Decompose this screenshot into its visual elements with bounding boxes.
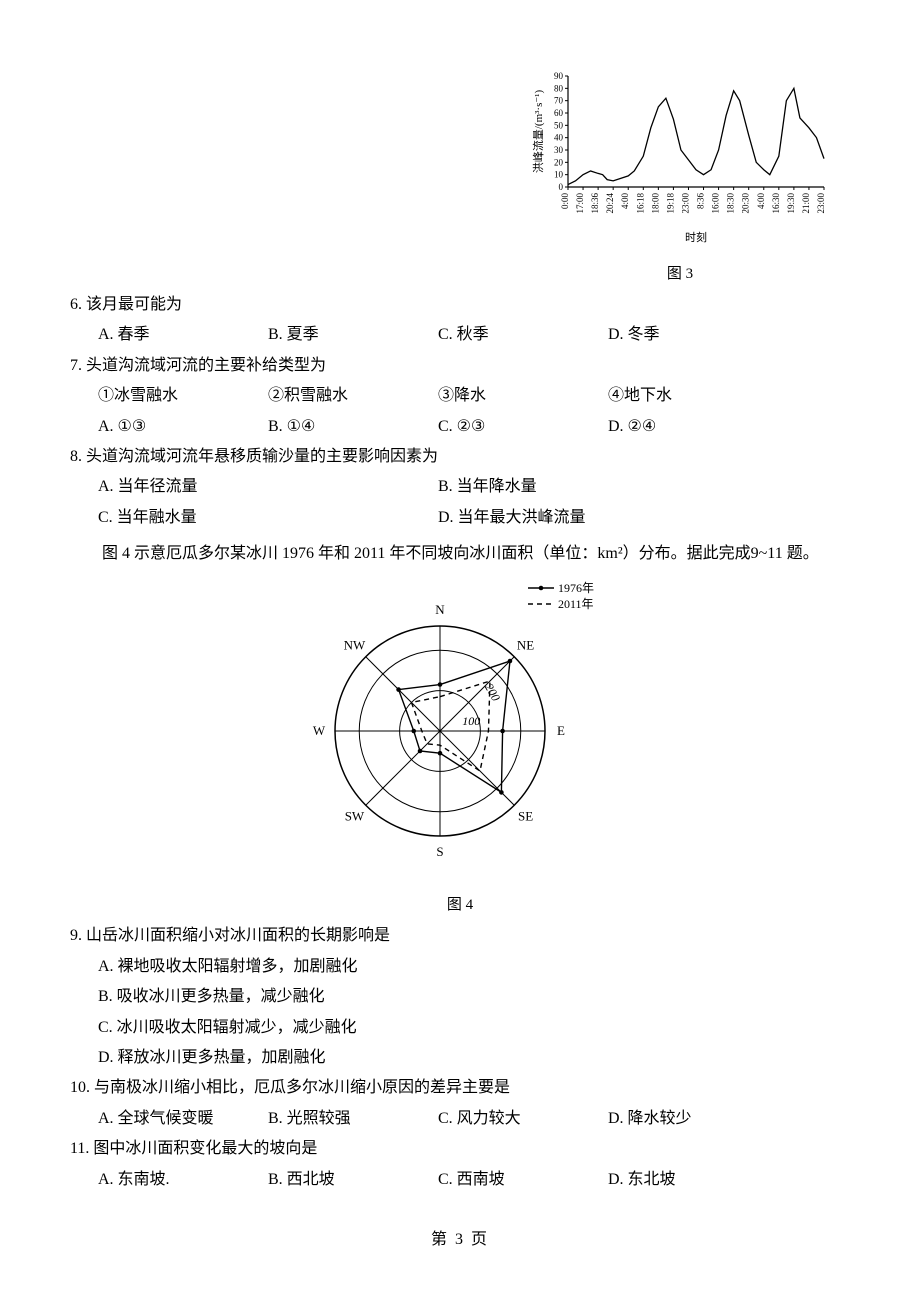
- svg-text:16:18: 16:18: [635, 193, 645, 214]
- svg-text:20:30: 20:30: [741, 193, 751, 214]
- svg-text:60: 60: [554, 108, 564, 118]
- svg-text:16:00: 16:00: [711, 193, 721, 214]
- svg-text:40: 40: [554, 133, 564, 143]
- svg-text:18:30: 18:30: [726, 193, 736, 214]
- svg-text:S: S: [436, 844, 443, 859]
- svg-text:E: E: [557, 723, 565, 738]
- q11-opt-a[interactable]: A. 东南坡.: [98, 1165, 268, 1195]
- svg-text:4:00: 4:00: [756, 193, 766, 210]
- q10-stem: 10. 与南极冰川缩小相比，厄瓜多尔冰川缩小原因的差异主要是: [70, 1073, 850, 1103]
- q6-options: A. 春季 B. 夏季 C. 秋季 D. 冬季: [70, 320, 850, 350]
- q9-opt-b[interactable]: B. 吸收冰川更多热量，减少融化: [98, 982, 325, 1012]
- q11-stem: 11. 图中冰川面积变化最大的坡向是: [70, 1134, 850, 1164]
- svg-text:23:00: 23:00: [680, 193, 690, 214]
- svg-text:4:00: 4:00: [620, 193, 630, 210]
- svg-text:70: 70: [554, 96, 564, 106]
- q8-opt-d[interactable]: D. 当年最大洪峰流量: [438, 503, 778, 533]
- svg-text:洪峰流量/(m³·s⁻¹): 洪峰流量/(m³·s⁻¹): [531, 90, 545, 174]
- svg-text:17:00: 17:00: [575, 193, 585, 214]
- svg-text:19:18: 19:18: [665, 193, 675, 214]
- svg-text:16:30: 16:30: [771, 193, 781, 214]
- svg-text:W: W: [313, 723, 326, 738]
- svg-text:90: 90: [554, 71, 564, 81]
- q11-opt-d[interactable]: D. 东北坡: [608, 1165, 778, 1195]
- fig4-caption: 图 4: [70, 891, 850, 920]
- figure-3: 0 10 20 30 40 50 60 70 80 90 0:00 17:00 18:36 20:24 4:…: [520, 70, 840, 289]
- intro-fig4: 图 4 示意厄瓜多尔某冰川 1976 年和 2011 年不同坡向冰川面积（单位：…: [70, 539, 850, 569]
- q8-stem: 8. 头道沟流域河流年悬移质输沙量的主要影响因素为: [70, 442, 850, 472]
- svg-text:8:36: 8:36: [696, 193, 706, 210]
- q10-options: A. 全球气候变暖 B. 光照较强 C. 风力较大 D. 降水较少: [70, 1104, 850, 1134]
- svg-text:18:36: 18:36: [590, 193, 600, 214]
- q10-opt-b[interactable]: B. 光照较强: [268, 1104, 438, 1134]
- q8-options-2: C. 当年融水量 D. 当年最大洪峰流量: [70, 503, 850, 533]
- q8-opt-c[interactable]: C. 当年融水量: [98, 503, 438, 533]
- svg-text:1976年: 1976年: [558, 581, 594, 595]
- q7-stem: 7. 头道沟流域河流的主要补给类型为: [70, 351, 850, 381]
- svg-text:0: 0: [559, 182, 564, 192]
- q11-options: A. 东南坡. B. 西北坡 C. 西南坡 D. 东北坡: [70, 1165, 850, 1195]
- q7-item-3: ③降水: [438, 381, 608, 411]
- q9-opt-c-row: C. 冰川吸收太阳辐射减少，减少融化: [70, 1013, 850, 1043]
- q7-opt-d[interactable]: D. ②④: [608, 412, 778, 442]
- q9-opt-d-row: D. 释放冰川更多热量，加剧融化: [70, 1043, 850, 1073]
- svg-text:NE: NE: [517, 637, 534, 652]
- fig3-chart: 0 10 20 30 40 50 60 70 80 90 0:00 17:00 18:36 20:24 4:…: [530, 70, 830, 245]
- q10-opt-c[interactable]: C. 风力较大: [438, 1104, 608, 1134]
- q7-item-1: ①冰雪融水: [98, 381, 268, 411]
- q7-opt-c[interactable]: C. ②③: [438, 412, 608, 442]
- figure-4: 100200 N NE E SE S SW W NW 1976年 2011年 图 4: [70, 576, 850, 920]
- q8-options-1: A. 当年径流量 B. 当年降水量: [70, 472, 850, 502]
- svg-text:23:00: 23:00: [816, 193, 826, 214]
- q6-opt-c[interactable]: C. 秋季: [438, 320, 608, 350]
- svg-text:50: 50: [554, 120, 564, 130]
- q11-opt-c[interactable]: C. 西南坡: [438, 1165, 608, 1195]
- page-number: 第 3 页: [70, 1225, 850, 1255]
- q6-opt-a[interactable]: A. 春季: [98, 320, 268, 350]
- q8-opt-a[interactable]: A. 当年径流量: [98, 472, 438, 502]
- q7-item-4: ④地下水: [608, 381, 778, 411]
- svg-text:SW: SW: [345, 808, 365, 823]
- svg-text:20: 20: [554, 157, 564, 167]
- q7-opt-a[interactable]: A. ①③: [98, 412, 268, 442]
- svg-text:0:00: 0:00: [560, 193, 570, 210]
- svg-text:SE: SE: [518, 808, 533, 823]
- q11-opt-b[interactable]: B. 西北坡: [268, 1165, 438, 1195]
- q6-opt-b[interactable]: B. 夏季: [268, 320, 438, 350]
- svg-text:19:30: 19:30: [786, 193, 796, 214]
- q7-options: A. ①③ B. ①④ C. ②③ D. ②④: [70, 412, 850, 442]
- q7-row1: ①冰雪融水 ②积雪融水 ③降水 ④地下水: [70, 381, 850, 411]
- q10-opt-d[interactable]: D. 降水较少: [608, 1104, 778, 1134]
- q8-opt-b[interactable]: B. 当年降水量: [438, 472, 778, 502]
- svg-text:18:00: 18:00: [650, 193, 660, 214]
- q6-stem: 6. 该月最可能为: [70, 290, 850, 320]
- svg-text:100: 100: [462, 713, 480, 727]
- svg-text:21:00: 21:00: [801, 193, 811, 214]
- svg-text:2011年: 2011年: [558, 597, 594, 611]
- q7-item-2: ②积雪融水: [268, 381, 438, 411]
- svg-text:80: 80: [554, 83, 564, 93]
- svg-text:20:24: 20:24: [605, 193, 615, 214]
- q9-opt-a-row: A. 裸地吸收太阳辐射增多，加剧融化: [70, 952, 850, 982]
- fig4-chart: 100200 N NE E SE S SW W NW 1976年 2011年: [290, 576, 630, 876]
- q6-opt-d[interactable]: D. 冬季: [608, 320, 778, 350]
- svg-text:200: 200: [482, 680, 503, 703]
- svg-text:时刻: 时刻: [685, 230, 707, 244]
- q7-opt-b[interactable]: B. ①④: [268, 412, 438, 442]
- svg-text:N: N: [435, 602, 445, 617]
- q9-stem: 9. 山岳冰川面积缩小对冰川面积的长期影响是: [70, 921, 850, 951]
- q9-opt-c[interactable]: C. 冰川吸收太阳辐射减少，减少融化: [98, 1013, 357, 1043]
- svg-text:30: 30: [554, 145, 564, 155]
- svg-text:NW: NW: [344, 637, 366, 652]
- svg-text:10: 10: [554, 170, 564, 180]
- q9-opt-a[interactable]: A. 裸地吸收太阳辐射增多，加剧融化: [98, 952, 358, 982]
- q10-opt-a[interactable]: A. 全球气候变暖: [98, 1104, 268, 1134]
- q9-opt-b-row: B. 吸收冰川更多热量，减少融化: [70, 982, 850, 1012]
- q9-opt-d[interactable]: D. 释放冰川更多热量，加剧融化: [98, 1043, 326, 1073]
- fig3-caption: 图 3: [520, 260, 840, 289]
